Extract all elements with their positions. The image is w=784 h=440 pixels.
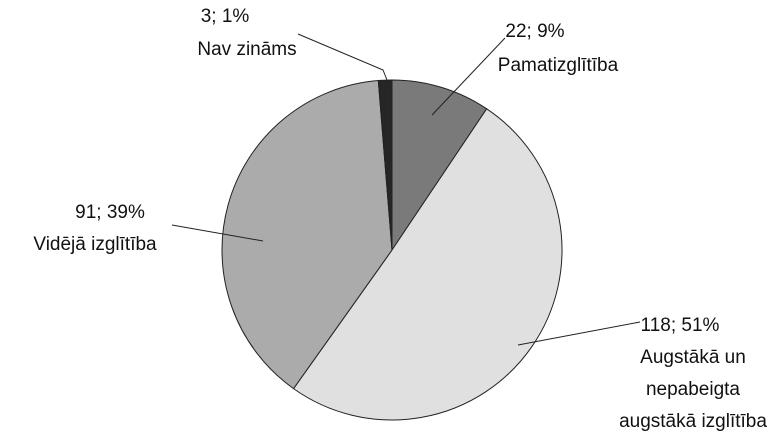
leader-line <box>517 321 641 346</box>
category-label: Pamatizglītība <box>498 55 619 76</box>
category-label: Augstākā un nepabeigta augstākā izglītība <box>619 347 767 432</box>
pie-slice <box>292 108 563 421</box>
data-label: 22; 9% <box>505 21 564 42</box>
leader-line <box>431 37 506 116</box>
data-label: 91; 39% <box>75 202 145 223</box>
leader-line <box>171 224 264 242</box>
category-label: Nav zināms <box>197 39 296 60</box>
leader-line <box>297 33 388 81</box>
data-label: 118; 51% <box>641 315 720 336</box>
pie-slice <box>221 80 393 390</box>
pie-slice <box>377 79 393 251</box>
category-label: Vidējā izglītība <box>33 234 157 255</box>
pie-slice <box>391 79 488 252</box>
data-label: 3; 1% <box>201 6 250 27</box>
